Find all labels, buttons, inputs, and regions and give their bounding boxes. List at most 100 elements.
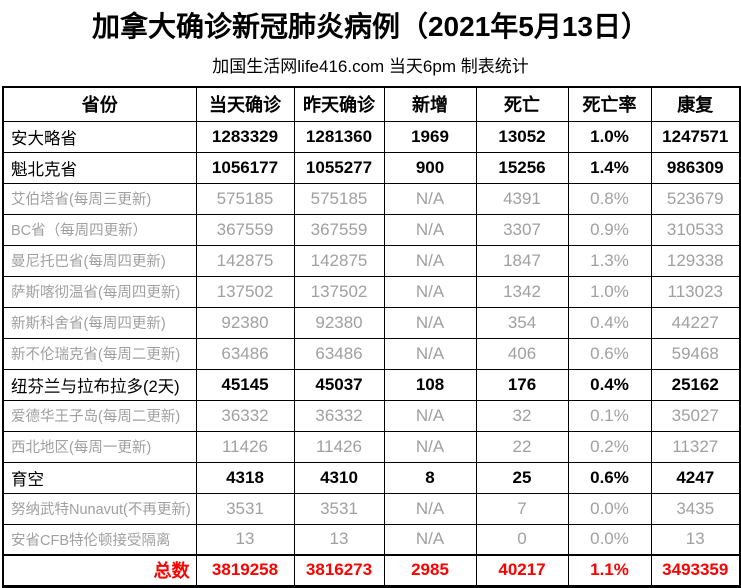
cell-today-confirmed: 45145: [195, 368, 295, 401]
cell-death-rate: 0.0%: [567, 492, 652, 525]
page-title: 加拿大确诊新冠肺炎病例（2021年5月13日）: [91, 11, 649, 42]
cell-deaths: 406: [475, 337, 569, 370]
cell-province: 曼尼托巴省(每周四更新): [2, 244, 197, 277]
cell-recovered: 523679: [650, 182, 741, 215]
table-row: 曼尼托巴省(每周四更新) 142875 142875 N/A 1847 1.3% 12933…: [2, 244, 741, 277]
cell-new-cases: 1969: [383, 120, 477, 153]
cell-province: 纽芬兰与拉布拉多(2天): [2, 368, 197, 401]
covid-cases-table: 省份 当天确诊 昨天确诊 新增 死亡 死亡率 康复 安大略省 1283329 128…: [2, 86, 741, 588]
cell-death-rate: 0.9%: [567, 213, 652, 246]
cell-yesterday-confirmed: 92380: [293, 306, 385, 339]
cell-recovered: 3493359: [650, 554, 741, 587]
cell-death-rate: 0.2%: [567, 430, 652, 463]
cell-death-rate: 1.0%: [567, 275, 652, 308]
cell-new-cases: 8: [383, 461, 477, 494]
cell-new-cases: 2985: [383, 554, 477, 587]
cell-today-confirmed: 1283329: [195, 120, 295, 153]
cell-new-cases: 900: [383, 151, 477, 184]
cell-deaths: 3307: [475, 213, 569, 246]
table-row: 西北地区(每周一更新) 11426 11426 N/A 22 0.2% 11327: [2, 430, 741, 463]
table-row: 萨斯喀彻温省(每周四更新) 137502 137502 N/A 1342 1.0% 1130…: [2, 275, 741, 308]
cell-today-confirmed: 142875: [195, 244, 295, 277]
cell-deaths: 15256: [475, 151, 569, 184]
cell-recovered: 310533: [650, 213, 741, 246]
cell-recovered: 13: [650, 523, 741, 556]
table-row: 努纳武特Nunavut(不再更新) 3531 3531 N/A 7 0.0% 3435: [2, 492, 741, 525]
cell-province: 萨斯喀彻温省(每周四更新): [2, 275, 197, 308]
cell-province: 魁北克省: [2, 151, 197, 184]
cell-yesterday-confirmed: 4310: [293, 461, 385, 494]
cell-yesterday-confirmed: 1281360: [293, 120, 385, 153]
cell-new-cases: N/A: [383, 213, 477, 246]
cell-recovered: 113023: [650, 275, 741, 308]
cell-death-rate: 1.3%: [567, 244, 652, 277]
cell-province: 育空: [2, 461, 197, 494]
table-row: BC省（每周四更新） 367559 367559 N/A 3307 0.9% 310533: [2, 213, 741, 246]
cell-recovered: 4247: [650, 461, 741, 494]
cell-recovered: 44227: [650, 306, 741, 339]
table-row: 安省CFB特伦顿接受隔离 13 13 N/A 0 0.0% 13: [2, 523, 741, 556]
col-header-province: 省份: [2, 86, 197, 122]
col-header-recovered: 康复: [650, 86, 741, 122]
table-row: 纽芬兰与拉布拉多(2天) 45145 45037 108 176 0.4% 25162: [2, 368, 741, 401]
cell-recovered: 1247571: [650, 120, 741, 153]
cell-province: 努纳武特Nunavut(不再更新): [2, 492, 197, 525]
col-header-yesterday-confirmed: 昨天确诊: [293, 86, 385, 122]
cell-deaths: 1847: [475, 244, 569, 277]
cell-new-cases: N/A: [383, 275, 477, 308]
table-row: 魁北克省 1056177 1055277 900 15256 1.4% 986309: [2, 151, 741, 184]
cell-deaths: 25: [475, 461, 569, 494]
cell-deaths: 7: [475, 492, 569, 525]
cell-recovered: 986309: [650, 151, 741, 184]
cell-today-confirmed: 3531: [195, 492, 295, 525]
cell-death-rate: 0.0%: [567, 523, 652, 556]
cell-deaths: 40217: [475, 554, 569, 587]
cell-today-confirmed: 92380: [195, 306, 295, 339]
col-header-new-cases: 新增: [383, 86, 477, 122]
cell-death-rate: 0.8%: [567, 182, 652, 215]
cell-death-rate: 0.6%: [567, 461, 652, 494]
cell-recovered: 25162: [650, 368, 741, 401]
cell-today-confirmed: 36332: [195, 399, 295, 432]
cell-province: 新不伦瑞克省(每周二更新): [2, 337, 197, 370]
cell-deaths: 1342: [475, 275, 569, 308]
cell-new-cases: N/A: [383, 399, 477, 432]
cell-today-confirmed: 13: [195, 523, 295, 556]
cell-death-rate: 0.4%: [567, 306, 652, 339]
cell-death-rate: 1.1%: [567, 554, 652, 587]
col-header-death-rate: 死亡率: [567, 86, 652, 122]
cell-death-rate: 0.6%: [567, 337, 652, 370]
cell-province: BC省（每周四更新）: [2, 213, 197, 246]
cell-yesterday-confirmed: 3531: [293, 492, 385, 525]
cell-province: 安大略省: [2, 120, 197, 153]
cell-recovered: 59468: [650, 337, 741, 370]
cell-new-cases: N/A: [383, 430, 477, 463]
col-header-today-confirmed: 当天确诊: [195, 86, 295, 122]
cell-deaths: 13052: [475, 120, 569, 153]
cell-yesterday-confirmed: 575185: [293, 182, 385, 215]
cell-deaths: 22: [475, 430, 569, 463]
cell-today-confirmed: 11426: [195, 430, 295, 463]
page-subtitle: 加国生活网life416.com 当天6pm 制表统计: [212, 57, 529, 76]
cell-recovered: 11327: [650, 430, 741, 463]
cell-yesterday-confirmed: 142875: [293, 244, 385, 277]
cell-yesterday-confirmed: 137502: [293, 275, 385, 308]
total-row: 总数 3819258 3816273 2985 40217 1.1% 3493359: [2, 554, 741, 587]
header-row: 省份 当天确诊 昨天确诊 新增 死亡 死亡率 康复: [2, 86, 741, 122]
cell-yesterday-confirmed: 63486: [293, 337, 385, 370]
cell-today-confirmed: 3819258: [195, 554, 295, 587]
cell-deaths: 176: [475, 368, 569, 401]
table-row: 育空 4318 4310 8 25 0.6% 4247: [2, 461, 741, 494]
cell-yesterday-confirmed: 3816273: [293, 554, 385, 587]
cell-deaths: 0: [475, 523, 569, 556]
cell-yesterday-confirmed: 36332: [293, 399, 385, 432]
cell-new-cases: N/A: [383, 244, 477, 277]
table-row: 新斯科舍省(每周四更新) 92380 92380 N/A 354 0.4% 44227: [2, 306, 741, 339]
cell-province: 爱德华王子岛(每周二更新): [2, 399, 197, 432]
cell-yesterday-confirmed: 367559: [293, 213, 385, 246]
cell-new-cases: N/A: [383, 182, 477, 215]
cell-deaths: 354: [475, 306, 569, 339]
table-row: 安大略省 1283329 1281360 1969 13052 1.0% 1247571: [2, 120, 741, 153]
cell-new-cases: N/A: [383, 523, 477, 556]
cell-province: 安省CFB特伦顿接受隔离: [2, 523, 197, 556]
